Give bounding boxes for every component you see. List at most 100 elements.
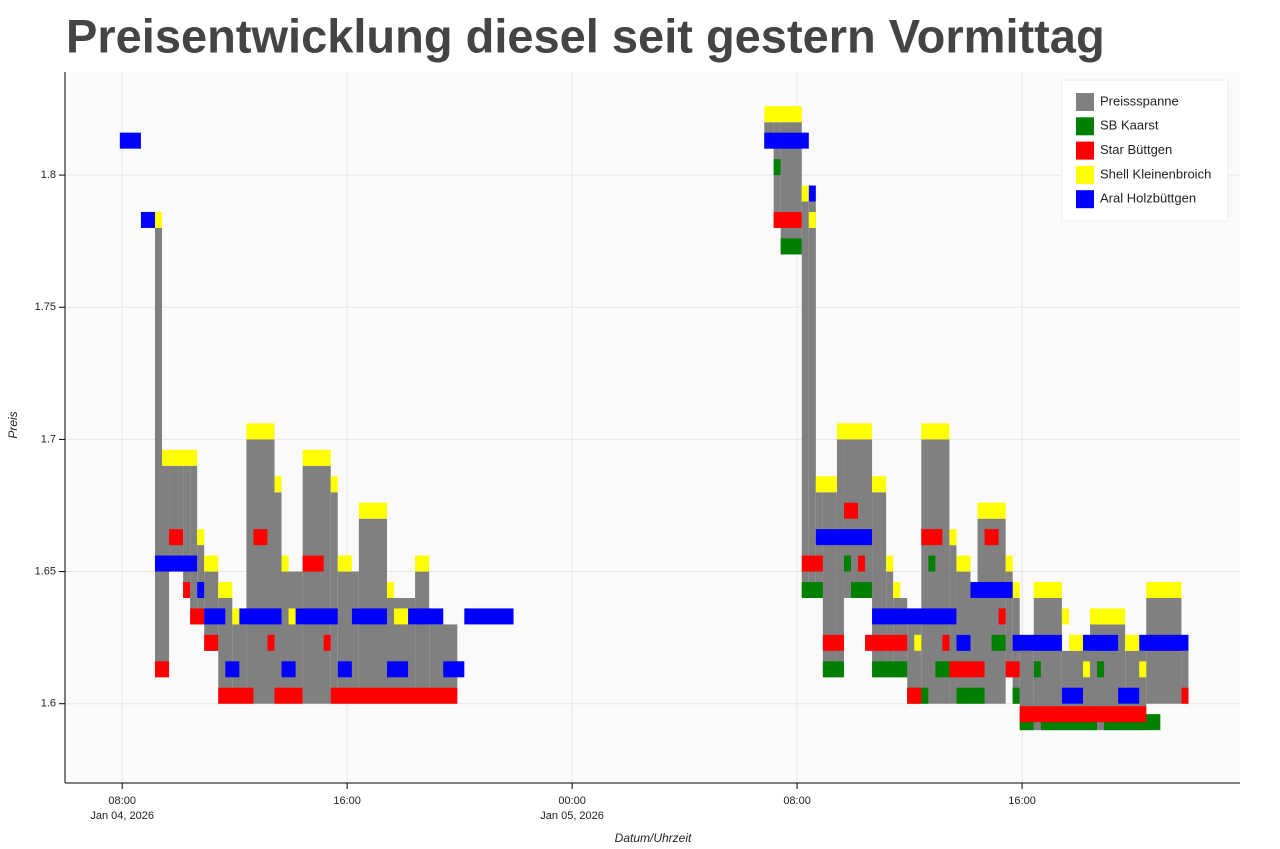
price-marker [872, 608, 957, 625]
price-marker [1118, 687, 1140, 704]
price-marker [1146, 581, 1182, 598]
price-marker [351, 608, 387, 625]
price-range [801, 201, 809, 598]
price-marker [1033, 581, 1062, 598]
price-marker [246, 423, 275, 440]
price-marker [1005, 555, 1013, 572]
price-marker [921, 529, 943, 546]
price-marker [218, 687, 254, 704]
price-marker [386, 581, 395, 598]
legend-swatch [1076, 190, 1094, 209]
price-range [281, 571, 303, 704]
price-marker [386, 661, 409, 678]
price-marker [928, 555, 936, 572]
price-marker [815, 529, 873, 546]
price-marker [154, 661, 170, 678]
price-marker [323, 634, 331, 651]
x-tick-label: 08:00 Jan 04, 2026 [90, 795, 154, 822]
price-marker [872, 661, 908, 678]
price-marker [295, 608, 338, 625]
price-marker [764, 132, 809, 149]
price-marker [337, 555, 352, 572]
price-marker [808, 185, 816, 202]
legend: Preissspanne SB Kaarst Star Büttgen Shell K… [1061, 79, 1229, 222]
price-marker [914, 634, 922, 651]
price-marker [239, 608, 282, 625]
price-marker [977, 502, 1006, 519]
price-marker [843, 502, 859, 519]
price-range [808, 201, 816, 598]
price-marker [408, 608, 444, 625]
legend-swatch [1076, 93, 1094, 111]
price-marker [850, 581, 873, 598]
price-marker [1012, 634, 1062, 651]
price-marker [281, 555, 289, 572]
price-marker [274, 687, 303, 704]
price-marker [822, 661, 844, 678]
price-marker [190, 608, 205, 625]
price-marker [253, 529, 268, 546]
x-tick-label: 00:00 Jan 05, 2026 [540, 795, 604, 822]
y-tick-label: 1.6 [41, 698, 56, 710]
price-marker [1019, 706, 1147, 723]
price-marker [1005, 661, 1020, 678]
price-marker [801, 185, 809, 202]
price-marker [808, 211, 816, 228]
price-marker [872, 476, 887, 493]
price-marker [991, 634, 1006, 651]
price-marker [204, 608, 226, 625]
price-marker [1012, 581, 1020, 598]
price-marker [330, 476, 338, 493]
legend-label: SB Kaarst [1100, 118, 1159, 133]
price-marker [169, 529, 184, 546]
price-marker [197, 581, 205, 598]
price-marker [956, 634, 971, 651]
price-marker [274, 476, 282, 493]
price-range [970, 597, 978, 704]
price-range [1181, 650, 1189, 704]
price-marker [1097, 661, 1105, 678]
price-marker [801, 581, 823, 598]
price-marker [1125, 634, 1140, 651]
x-tick-label: 16:00 [333, 795, 361, 807]
price-marker [1090, 608, 1126, 625]
price-marker [330, 687, 458, 704]
price-range [836, 439, 844, 678]
price-marker [836, 423, 873, 440]
legend-swatch [1076, 141, 1094, 160]
x-tick-label: 08:00 [783, 795, 811, 807]
price-marker [443, 661, 465, 678]
price-marker [843, 555, 851, 572]
price-marker [1061, 608, 1069, 625]
price-marker [1061, 687, 1083, 704]
price-marker [949, 529, 957, 546]
price-marker [183, 581, 191, 598]
price-range [154, 227, 163, 678]
price-marker [140, 211, 155, 228]
legend-swatch [1076, 117, 1094, 136]
price-marker [921, 423, 950, 440]
price-marker [197, 529, 205, 546]
price-marker [956, 555, 971, 572]
x-axis-label: Datum/Uhrzeit [615, 831, 692, 845]
price-range [330, 492, 338, 704]
legend-swatch [1076, 165, 1094, 184]
price-marker [1012, 687, 1020, 704]
legend-label: Preissspanne [1100, 93, 1179, 108]
price-range [274, 492, 282, 704]
price-marker [302, 449, 331, 466]
price-marker [464, 608, 514, 625]
price-marker [415, 555, 430, 572]
legend-label: Shell Kleinenbroich [1100, 166, 1211, 181]
price-marker [984, 529, 999, 546]
price-marker [815, 476, 837, 493]
price-marker [358, 502, 387, 519]
price-marker [1139, 634, 1189, 651]
price-marker [281, 661, 296, 678]
legend-label: Aral Holzbüttgen [1100, 191, 1196, 206]
price-marker [773, 159, 781, 176]
price-marker [154, 555, 198, 572]
y-axis-label: Preis [6, 411, 20, 438]
price-range [190, 465, 198, 625]
